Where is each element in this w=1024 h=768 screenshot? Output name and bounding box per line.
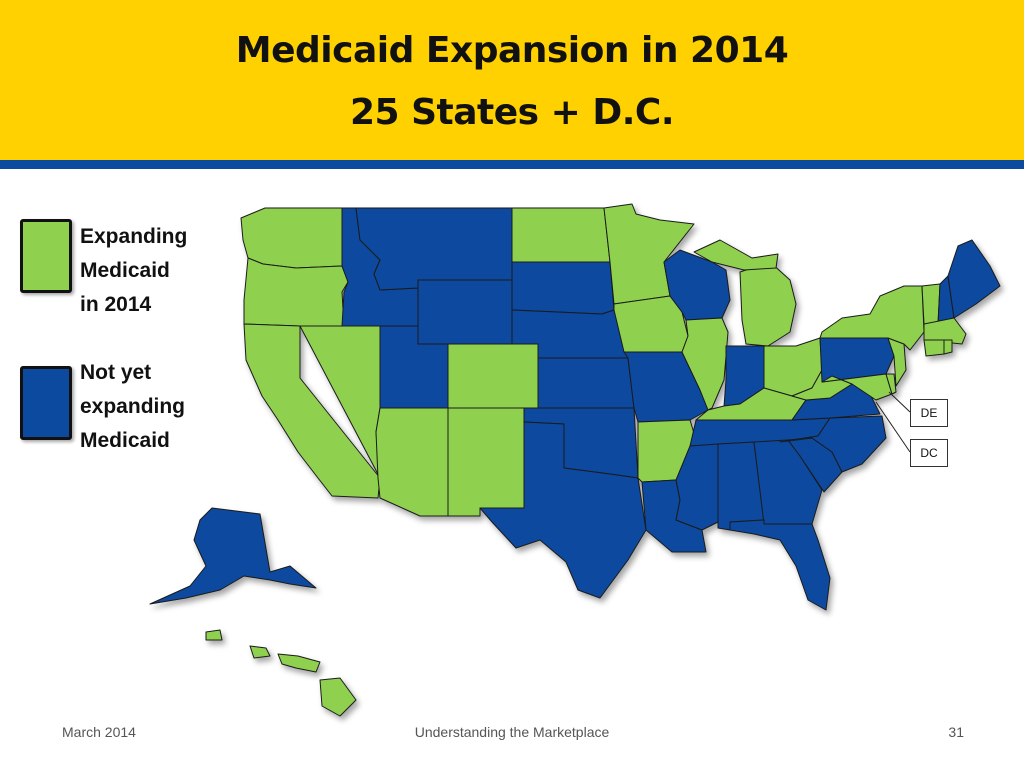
legend-swatch-expanding [20, 219, 72, 293]
state-ND [511, 207, 611, 263]
state-VT [921, 283, 941, 325]
state-HI-4 [319, 677, 357, 717]
state-ME [947, 239, 1001, 319]
slide-title: Medicaid Expansion in 2014 [235, 30, 789, 71]
state-MT [355, 207, 513, 291]
legend-label-expanding: Expanding Medicaid in 2014 [80, 225, 188, 316]
slide-subtitle: 25 States + D.C. [350, 92, 675, 133]
de-leader-line [888, 391, 911, 413]
footer-title: Understanding the Marketplace [414, 724, 610, 740]
state-MA [923, 317, 967, 345]
state-NC [779, 415, 887, 473]
state-WY [417, 279, 513, 345]
state-HI-1 [205, 629, 223, 641]
header-stripe [0, 160, 1024, 169]
state-CO [447, 343, 539, 409]
de-callout-label: DE [910, 399, 948, 427]
legend-label-not-expanding: Not yet expanding Medicaid [80, 361, 186, 452]
dc-leader-line [875, 401, 911, 453]
state-HI-3 [277, 653, 321, 673]
state-AZ [375, 407, 449, 517]
state-TX [479, 421, 647, 599]
state-HI-2 [249, 645, 271, 659]
state-MN [603, 203, 695, 305]
state-DE [885, 373, 897, 395]
page-number: 31 [948, 724, 964, 740]
state-RI [943, 339, 953, 355]
state-MI [739, 261, 797, 347]
state-CA [243, 323, 381, 499]
state-KS [537, 357, 635, 409]
state-MI-upper [693, 239, 779, 271]
state-NM [447, 407, 525, 517]
legend-swatch-not-expanding [20, 366, 72, 440]
header-band [0, 0, 1024, 160]
state-SD [511, 261, 615, 315]
state-WI [663, 249, 731, 321]
state-FL [729, 519, 831, 611]
footer-date: March 2014 [62, 724, 136, 740]
state-CT [923, 339, 945, 357]
dc-callout-label: DC [910, 439, 948, 467]
state-WA [240, 207, 343, 269]
state-OR [243, 257, 349, 327]
state-AK [149, 507, 317, 605]
